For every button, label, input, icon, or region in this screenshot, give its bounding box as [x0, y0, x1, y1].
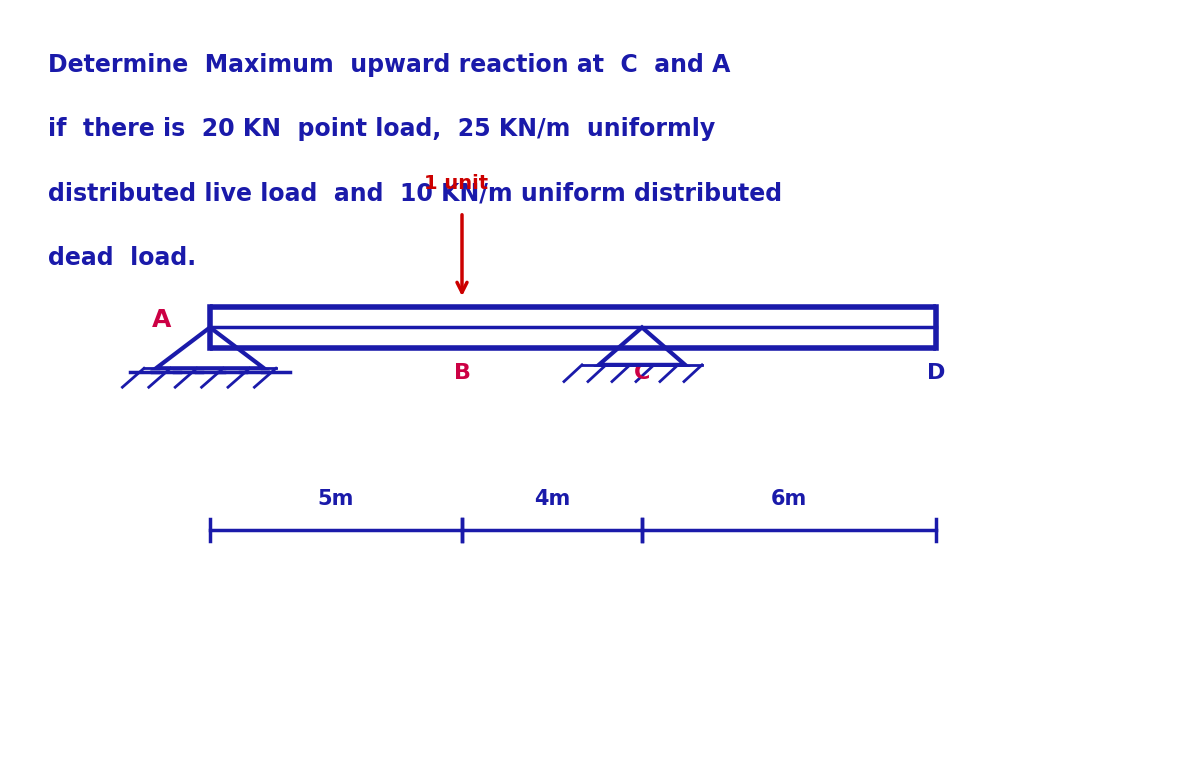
Text: Determine  Maximum  upward reaction at  C  and A: Determine Maximum upward reaction at C a… — [48, 53, 731, 77]
Text: distributed live load  and  10 KN/m uniform distributed: distributed live load and 10 KN/m unifor… — [48, 182, 782, 206]
Text: D: D — [926, 363, 946, 383]
Text: 1 unit: 1 unit — [424, 174, 488, 193]
Text: 5m: 5m — [318, 489, 354, 509]
Text: C: C — [634, 363, 650, 383]
Text: 4m: 4m — [534, 489, 570, 509]
Text: 6m: 6m — [770, 489, 808, 509]
Text: dead  load.: dead load. — [48, 246, 196, 270]
Text: B: B — [454, 363, 470, 383]
Text: if  there is  20 KN  point load,  25 KN/m  uniformly: if there is 20 KN point load, 25 KN/m un… — [48, 117, 715, 142]
Text: A: A — [152, 308, 172, 332]
